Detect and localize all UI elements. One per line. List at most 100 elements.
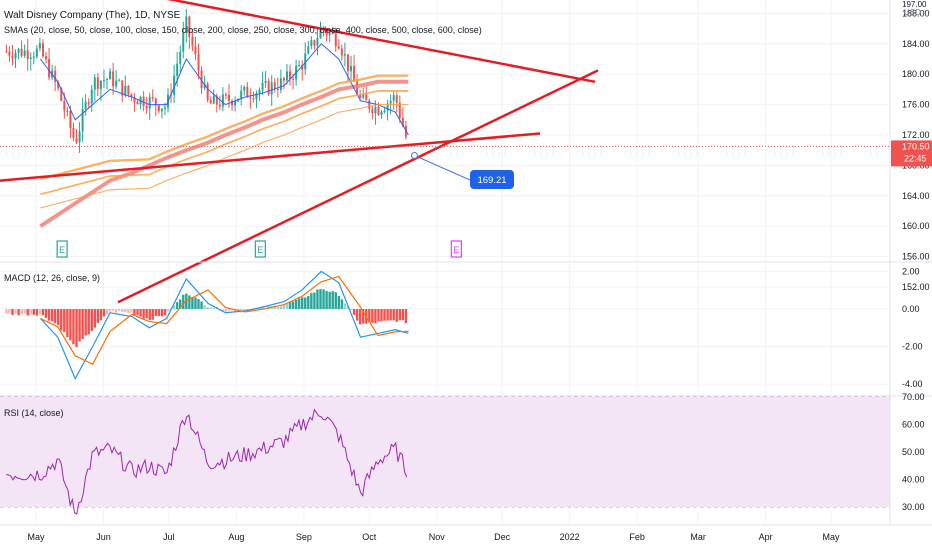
sma-legend[interactable]: SMAs (20, close, 50, close, 100, close, … (4, 25, 482, 35)
time-tick: Oct (362, 532, 377, 542)
macd-tick: 0.00 (902, 304, 920, 314)
candle-body (289, 71, 292, 79)
candle-body (264, 80, 267, 83)
candle-body (365, 94, 368, 101)
macd-histogram-bar (111, 309, 115, 311)
macd-histogram-bar (200, 301, 203, 309)
macd-histogram-bar (41, 309, 45, 316)
macd-histogram-bar (325, 290, 328, 309)
macd-histogram-bar (179, 299, 182, 309)
macd-histogram-bar (322, 289, 325, 309)
candle-body (313, 40, 316, 46)
rsi-band (0, 397, 890, 507)
time-tick: Jun (96, 532, 111, 542)
candle-body (316, 38, 319, 46)
candle-body (331, 32, 334, 34)
candle-body (374, 106, 377, 114)
macd-histogram-bar (355, 309, 359, 321)
macd-histogram-bar (69, 309, 72, 341)
macd-histogram-bar (102, 309, 106, 317)
candle-body (346, 54, 349, 72)
candle-body (228, 95, 231, 101)
candle-body (276, 88, 279, 90)
macd-histogram-bar (294, 299, 298, 309)
macd-legend[interactable]: MACD (12, 26, close, 9) (4, 273, 101, 283)
candle-body (133, 96, 136, 103)
macd-histogram-bar (50, 309, 54, 322)
candle-body (14, 52, 17, 59)
rsi-line (6, 408, 408, 515)
macd-histogram-bar (130, 309, 133, 313)
macd-histogram-bar (17, 309, 20, 316)
candle-body (151, 96, 154, 99)
target-box (470, 170, 514, 189)
macd-histogram-bar (151, 309, 154, 320)
macd-histogram-bar (44, 309, 48, 319)
macd-histogram-bar (191, 297, 194, 309)
rising-trendline (117, 69, 599, 304)
candle-body (401, 117, 404, 126)
candle-body (72, 128, 75, 139)
macd-histogram-bar (127, 309, 130, 314)
macd-histogram-bar (53, 309, 57, 324)
candle-body (215, 95, 218, 105)
candle-body (267, 80, 270, 95)
candle-body (310, 40, 313, 47)
candle-body (17, 48, 20, 53)
rsi-tick: 50.00 (902, 447, 925, 457)
macd-histogram-bar (240, 309, 243, 311)
macd-histogram-bar (221, 309, 225, 312)
axes-layer: May Jun Jul Aug Sep Oct Nov Dec 2022 Feb Mar Apr May… (27, 0, 932, 542)
macd-histogram-bar (389, 309, 392, 321)
candle-body (234, 101, 237, 106)
currency-label: USD (904, 8, 921, 17)
macd-histogram-bar (243, 309, 246, 312)
candle-body (106, 79, 109, 81)
macd-histogram-bar (35, 309, 39, 316)
macd-histogram-bar (57, 309, 60, 325)
candle-body (130, 94, 133, 97)
candle-body (319, 28, 322, 39)
macd-histogram-bar (142, 309, 145, 319)
time-tick: 2022 (560, 532, 580, 542)
candle-body (224, 94, 227, 96)
macd-histogram-bar (285, 303, 289, 309)
time-tick: Aug (228, 532, 244, 542)
price-tick: 172.00 (902, 130, 930, 140)
earnings-label: E (453, 245, 459, 255)
price-tick: 176.00 (902, 100, 930, 110)
macd-tick: 2.00 (902, 266, 920, 276)
candle-body (102, 80, 105, 82)
candle-body (304, 53, 307, 70)
candle-body (121, 80, 124, 96)
rsi-legend[interactable]: RSI (14, close) (4, 408, 64, 418)
time-tick: Sep (296, 532, 312, 542)
macd-histogram-bar (337, 296, 341, 309)
candle-body (57, 81, 60, 89)
candle-body (221, 94, 224, 107)
macd-histogram-bar (386, 309, 389, 321)
macd-histogram-bar (23, 309, 26, 314)
macd-histogram-bar (334, 292, 337, 309)
candle-body (206, 83, 209, 101)
sma-orange-line (40, 90, 409, 196)
macd-histogram-bar (258, 307, 261, 309)
macd-histogram-bar (395, 309, 398, 322)
candle-body (398, 102, 401, 118)
price-tick: 156.00 (902, 252, 930, 262)
candle-body (109, 71, 112, 80)
candle-body (395, 95, 398, 103)
macd-histogram-bar (93, 309, 97, 328)
time-tick: Dec (494, 532, 511, 542)
macd-histogram-bar (273, 305, 276, 309)
earnings-label: E (59, 245, 65, 255)
macd-histogram-bar (371, 309, 374, 323)
candle-body (148, 96, 151, 109)
candle-body (383, 110, 386, 113)
trendlines-layer: 169.21 (0, 0, 890, 304)
candle-body (209, 100, 212, 104)
macd-histogram-bar (194, 297, 197, 309)
price-tick: 152.00 (902, 282, 930, 292)
